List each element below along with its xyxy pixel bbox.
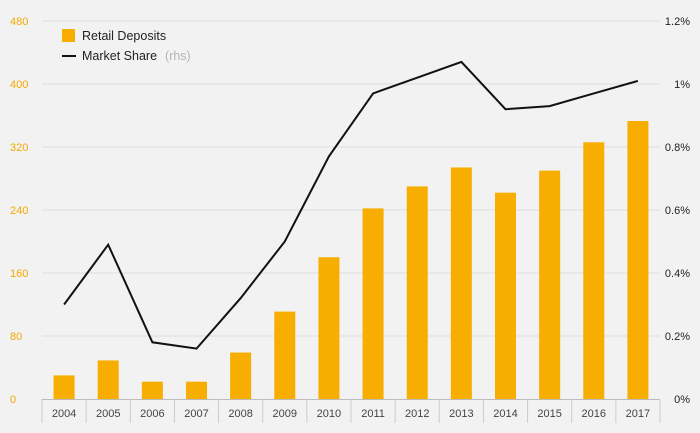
x-tick-label: 2014 xyxy=(493,408,517,420)
market-share-line xyxy=(63,60,639,350)
y-right-tick-label: 1% xyxy=(674,79,690,91)
y-left-tick-label: 320 xyxy=(10,142,28,154)
y-left-tick-label: 240 xyxy=(10,205,28,217)
bar-2010 xyxy=(318,257,340,399)
bar-2004 xyxy=(53,375,75,399)
y-right-tick-label: 0.6% xyxy=(665,205,690,217)
x-tick-label: 2011 xyxy=(361,408,385,420)
y-right-tick-label: 1.2% xyxy=(665,16,690,28)
legend-label-market-share: Market Share (rhs) xyxy=(82,47,191,64)
bar-2017 xyxy=(627,121,649,399)
y-left-tick-label: 0 xyxy=(10,394,16,406)
bar-2016 xyxy=(583,142,605,399)
x-tick-label: 2016 xyxy=(582,408,606,420)
bar-2015 xyxy=(539,170,561,399)
bar-2014 xyxy=(495,192,516,399)
legend-label-market-share-suffix: (rhs) xyxy=(165,49,191,63)
bar-2011 xyxy=(362,208,384,399)
x-tick-label: 2015 xyxy=(537,408,561,420)
x-tick-label: 2010 xyxy=(317,408,341,420)
bar-2012 xyxy=(406,186,428,399)
bar-2008 xyxy=(230,352,252,399)
legend-swatch-retail-deposits xyxy=(62,29,75,42)
x-tick-label: 2004 xyxy=(52,408,76,420)
y-left-tick-label: 160 xyxy=(10,268,28,280)
gridlines xyxy=(42,20,660,337)
x-tick-label: 2008 xyxy=(228,408,252,420)
x-tick-label: 2017 xyxy=(626,408,650,420)
bars xyxy=(53,121,649,399)
x-tick-label: 2006 xyxy=(140,408,164,420)
y-right-tick-label: 0% xyxy=(674,394,690,406)
legend: Retail Deposits Market Share (rhs) xyxy=(62,29,191,64)
bar-2009 xyxy=(274,311,296,399)
bar-2006 xyxy=(141,381,163,399)
bar-2005 xyxy=(97,360,119,399)
bar-2013 xyxy=(450,167,472,399)
x-tick-label: 2012 xyxy=(405,408,429,420)
bar-2007 xyxy=(186,381,207,399)
y-right-tick-label: 0.2% xyxy=(665,331,690,343)
y-left-tick-label: 480 xyxy=(10,16,28,28)
x-tick-label: 2009 xyxy=(273,408,297,420)
axes: 0 80 160 240 320 400 480 0% 0.2% 0.4% 0.6% 0.8% 1% 1.… xyxy=(10,16,690,423)
legend-label-retail-deposits: Retail Deposits xyxy=(82,29,166,43)
y-left-tick-label: 80 xyxy=(10,331,22,343)
legend-label-market-share-name: Market Share xyxy=(82,49,157,63)
market-share-polyline xyxy=(63,60,639,350)
y-left-tick-label: 400 xyxy=(10,79,28,91)
y-right-tick-label: 0.4% xyxy=(665,268,690,280)
y-right-tick-label: 0.8% xyxy=(665,142,690,154)
x-tick-label: 2007 xyxy=(184,408,208,420)
x-tick-label: 2013 xyxy=(449,408,473,420)
x-tick-label: 2005 xyxy=(96,408,120,420)
